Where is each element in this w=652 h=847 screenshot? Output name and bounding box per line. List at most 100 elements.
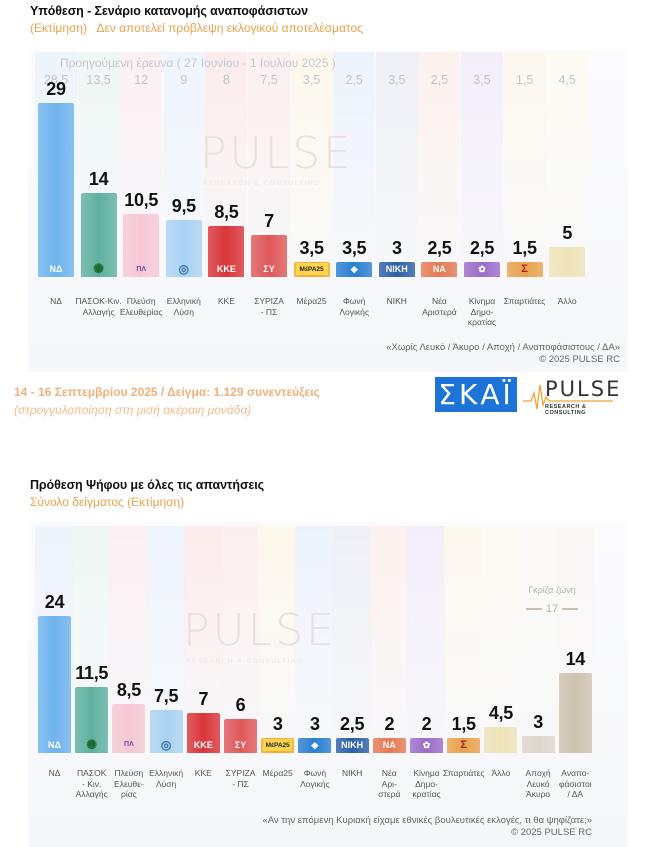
category-label-line: ΝΔ: [48, 768, 61, 778]
bar: ΜέΡΑ25: [293, 262, 330, 277]
grey-zone-line-right: [562, 608, 579, 610]
bar: ✺: [75, 687, 109, 753]
party-logo-icon: ✿: [422, 739, 431, 750]
survey-dates-sample: 14 - 16 Σεπτεμβρίου 2025 / Δείγμα: 1.129…: [14, 385, 320, 399]
value-label: 2,5: [469, 238, 495, 258]
category-label-line: κρατίας: [412, 789, 441, 799]
category-label-line: / ΔΑ: [567, 789, 584, 799]
category-label: Μέρα25: [286, 296, 338, 307]
party-logo-icon: ΚΚΕ: [216, 264, 236, 274]
category-label-line: Λύση: [155, 778, 177, 789]
value-label: 3: [272, 714, 283, 734]
column-band: [333, 52, 376, 285]
category-label: Ελληνική Λύση: [140, 768, 192, 789]
panel1-subtitle-disclaimer: Δεν αποτελεί πρόβλεψη εκλογικού αποτελέσ…: [96, 21, 363, 35]
bar: ✿: [464, 262, 500, 277]
pulse-logo-text: PULSE: [545, 377, 622, 401]
value-label: 2: [421, 714, 432, 734]
value-label: 3: [391, 238, 402, 258]
category-label-line: κρατίας: [467, 317, 497, 327]
category-label-line: - ΠΣ: [232, 778, 249, 789]
bar: ◈: [336, 262, 373, 277]
category-label: ΝΔ: [29, 768, 81, 779]
grey-zone-label: Γκρίζα ζώνη: [528, 585, 576, 595]
category-label-line: Μέρα25: [262, 768, 293, 778]
bar: ΚΚΕ: [208, 226, 245, 277]
previous-value-label: 9: [180, 73, 188, 87]
category-label-line: Αριστερά: [422, 306, 457, 317]
previous-value-label: 1,5: [515, 73, 534, 87]
bar: ΝΔ: [38, 103, 74, 277]
chart2-watermark: PULSE: [183, 605, 337, 656]
category-label-line: ΚΚΕ: [217, 296, 235, 306]
bar: ΝΑ: [421, 262, 458, 277]
value-label: 8,5: [214, 202, 239, 222]
bar: ✿: [410, 738, 443, 753]
category-label: Κίνημα Δημο-κρατίας: [456, 296, 508, 328]
category-label-line: Αναπο-: [561, 768, 590, 778]
category-label: Άλλο: [541, 296, 593, 307]
previous-value-label: 7,5: [260, 73, 278, 87]
skai-logo: ΣΚΑΪ: [435, 377, 517, 412]
column-band: [461, 52, 503, 285]
category-label-line: ΝΔ: [50, 296, 62, 306]
party-logo-icon: ◈: [350, 263, 358, 274]
category-label: Νέα Αρι-στερά: [363, 768, 415, 800]
value-label: 1,5: [512, 238, 537, 258]
column-band: [518, 526, 558, 760]
previous-value-label: 8: [222, 73, 230, 87]
party-logo-icon: ΝΔ: [49, 264, 63, 274]
value-label: 4,5: [488, 703, 513, 724]
party-logo-icon: ◈: [311, 739, 319, 750]
category-label-line: Αλλαγής: [75, 789, 108, 799]
category-label: Αποχή Λευκό Άκυρο: [512, 768, 564, 800]
chart2-watermark-sub: RESEARCH & CONSULTING: [186, 658, 304, 665]
category-label-line: Μέρα25: [296, 296, 327, 306]
previous-value-label: 28,5: [43, 73, 69, 87]
column-band: [503, 52, 546, 285]
category-label-line: Ελευθε-: [114, 778, 144, 789]
category-label-line: Κίνημα: [468, 296, 496, 306]
chart1-watermark: PULSE: [200, 128, 354, 179]
grey-zone-annotation: 17: [522, 603, 582, 615]
party-logo-icon: ΚΚΕ: [193, 739, 213, 750]
party-logo-icon: ΝΔ: [48, 740, 61, 750]
value-label: 2,5: [340, 714, 365, 734]
pulse-logo-sub: RESEARCH & CONSULTING: [545, 404, 587, 416]
value-label: 29: [46, 79, 66, 99]
category-label-line: Φωνή: [303, 768, 327, 778]
column-band: [290, 52, 333, 285]
previous-value-label: 13,5: [86, 73, 111, 87]
column-band: [332, 526, 372, 760]
category-label-line: Άκυρο: [526, 789, 551, 799]
chart1-footnote-question: «Χωρίς Λευκό / Άκυρο / Αποχή / Αναποφάσι…: [386, 342, 620, 353]
column-band: [369, 526, 409, 760]
party-logo-icon: ◎: [178, 262, 190, 276]
category-label-line: ΣΥΡΙΖΑ: [254, 296, 284, 306]
party-logo-icon: ΣΥ: [263, 264, 275, 274]
grey-zone-line-left: [525, 608, 542, 610]
value-label: 6: [235, 694, 246, 715]
category-label: ΝΙΚΗ: [326, 768, 378, 779]
party-logo-icon: ΣΥ: [234, 740, 247, 750]
category-label: ΚΚΕ: [200, 296, 252, 307]
value-label: 7: [264, 211, 274, 231]
category-label-line: Άλλο: [557, 296, 577, 306]
value-label: 7: [198, 689, 209, 710]
category-label: Πλεύση Ελευθε-ρίας: [103, 768, 155, 800]
category-label-line: Αρι-: [381, 778, 397, 789]
bar: ◈: [298, 738, 332, 753]
bar: ΣΥ: [251, 235, 287, 277]
category-label-line: Δημο-: [470, 306, 494, 317]
column-band: [418, 52, 461, 285]
bar: ΠΛ: [123, 214, 160, 277]
category-label-line: Κίνημα: [413, 768, 440, 778]
bar: [558, 673, 592, 753]
bar: ✺: [80, 193, 117, 277]
previous-value-label: 12: [134, 73, 149, 87]
previous-value-label: 3,5: [388, 73, 406, 87]
bar: ΝΙΚΗ: [335, 738, 369, 753]
category-label: ΣΥΡΙΖΑ - ΠΣ: [215, 768, 267, 789]
category-label-line: Δημο-: [415, 778, 438, 789]
previous-value-label: 2,5: [345, 73, 363, 87]
